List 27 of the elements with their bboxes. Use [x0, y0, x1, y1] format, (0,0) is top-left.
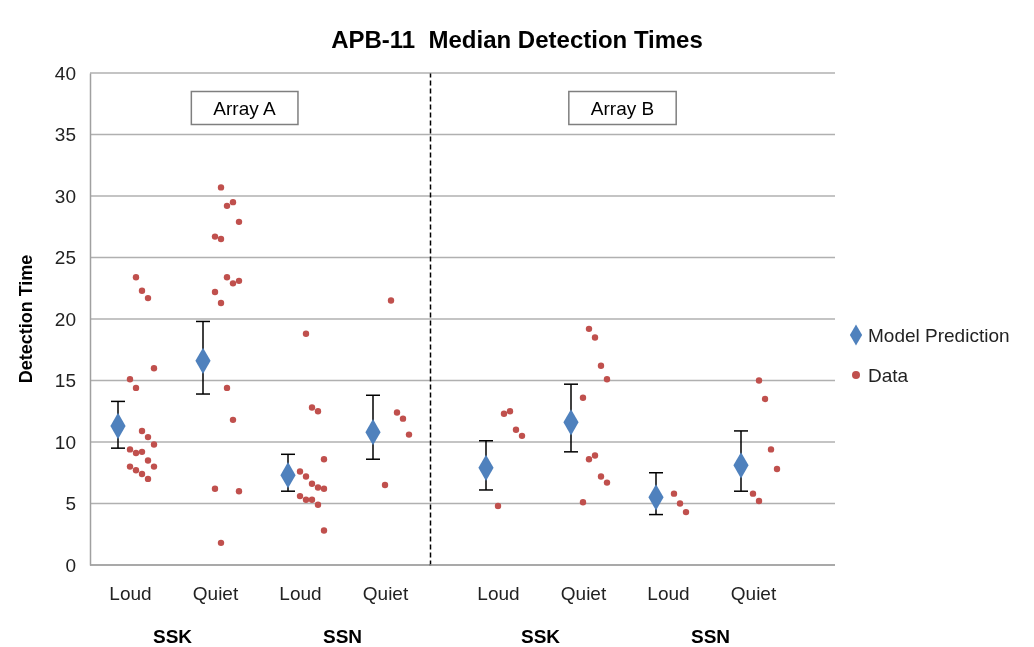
x-tick-label: Loud — [647, 583, 690, 605]
text: Array A — [213, 97, 276, 119]
y-tick-label: 20 — [54, 308, 76, 330]
y-tick-label: 30 — [54, 185, 76, 207]
y-tick-label: 40 — [54, 62, 76, 84]
y-tick-label: 5 — [65, 493, 76, 515]
y-tick-label: 35 — [54, 124, 76, 146]
text: SSN — [322, 626, 363, 647]
x-tick-label: Quiet — [730, 583, 777, 605]
legend-label: Model Prediction — [868, 324, 1010, 346]
y-tick-label: 15 — [54, 370, 76, 392]
y-tick-label: 25 — [54, 247, 76, 269]
legend-label: Data — [868, 364, 909, 386]
x-tick-label: Quiet — [192, 583, 239, 605]
x-tick-label: Loud — [279, 583, 322, 605]
text: SSK — [152, 626, 193, 647]
text: Array B — [590, 97, 655, 119]
x-tick-label: Quiet — [362, 583, 409, 605]
y-axis-title: Detection Time — [16, 254, 36, 384]
x-tick-label: Loud — [109, 583, 152, 605]
x-tick-label: Quiet — [560, 583, 607, 605]
y-tick-label: 0 — [65, 554, 76, 576]
x-tick-label: Loud — [477, 583, 520, 605]
text: SSN — [690, 626, 731, 647]
text: SSK — [520, 626, 561, 647]
text: APB-11 Median Detection Times — [331, 26, 703, 53]
y-tick-label: 10 — [54, 431, 76, 453]
